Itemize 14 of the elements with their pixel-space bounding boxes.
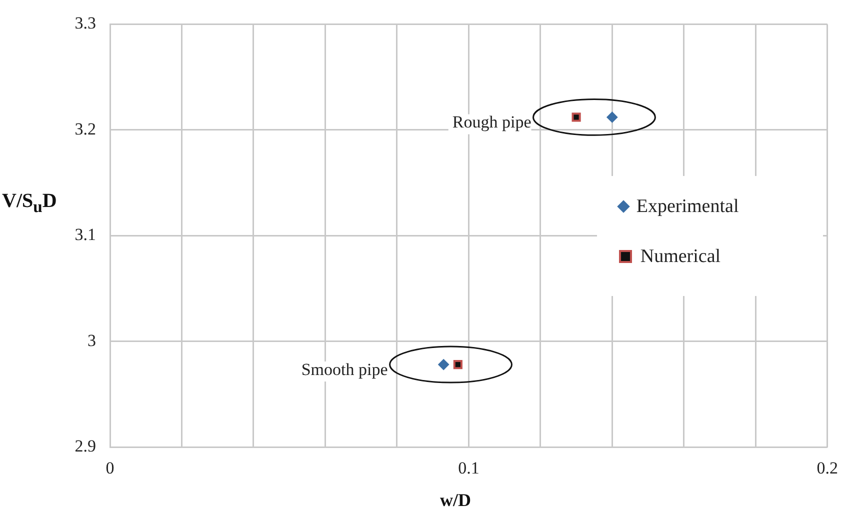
annotation: Rough pipe	[452, 112, 532, 132]
y-tick-label: 3.2	[74, 119, 96, 138]
y-axis-title: V/S$_{u}$D	[2, 190, 57, 217]
x-tick-label: 0.2	[816, 458, 838, 478]
y-tick-label: 2.9	[74, 436, 96, 456]
x-tick-label: 0	[106, 458, 114, 478]
y-tick-label: 3.1	[74, 225, 96, 244]
y-tick-label: 3.3	[74, 14, 96, 33]
annotation: Smooth pipe	[301, 360, 388, 380]
legend-label: Numerical	[640, 246, 721, 268]
y-tick-label: 3	[88, 330, 96, 350]
x-tick-label: 0.1	[458, 458, 480, 478]
x-axis-title: w/D	[440, 490, 471, 511]
legend-label: Experimental	[636, 196, 739, 218]
